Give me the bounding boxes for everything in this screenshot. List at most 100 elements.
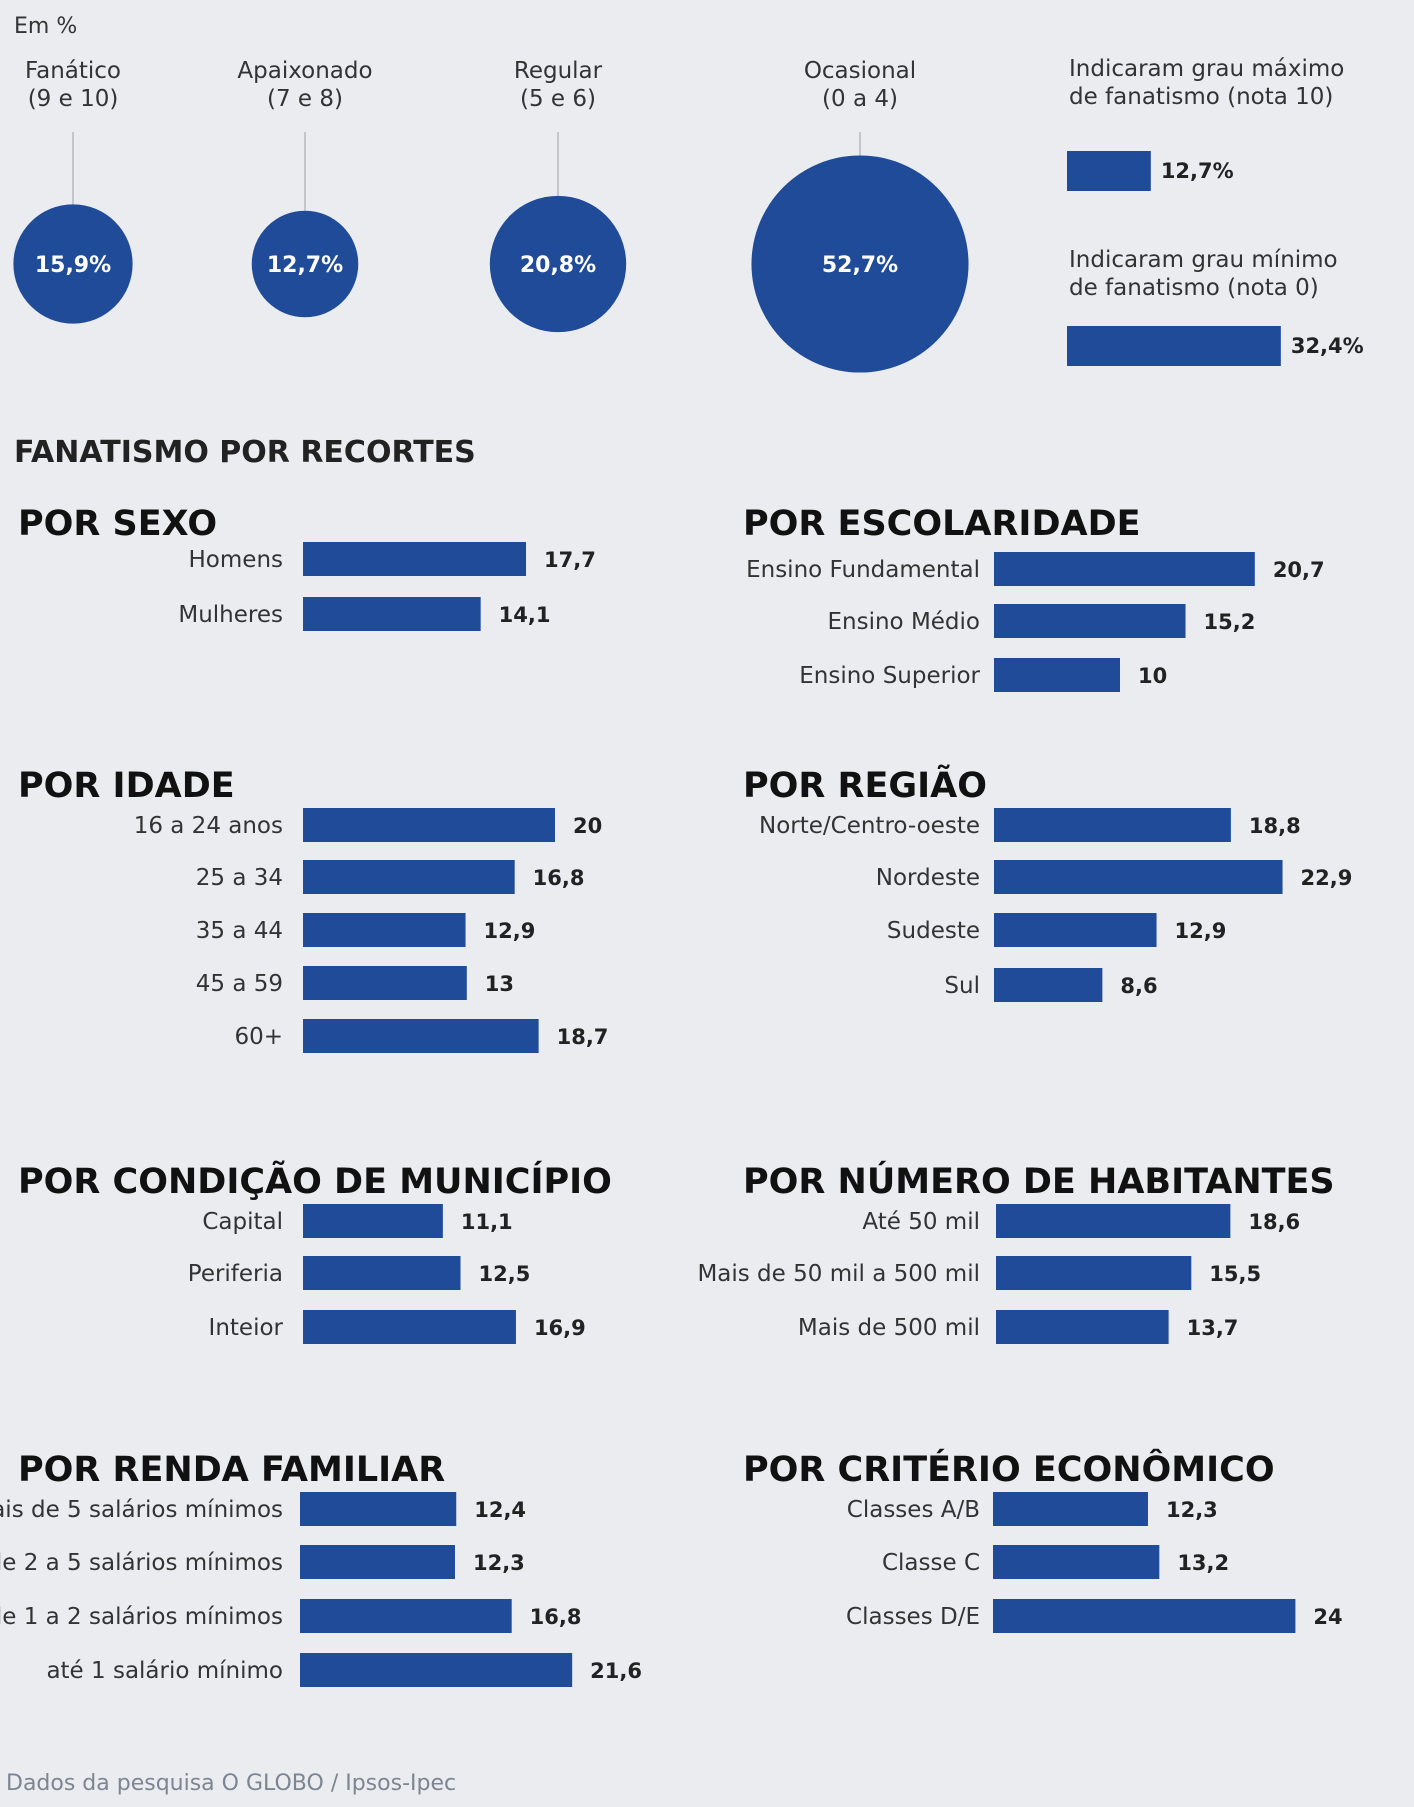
segment-chart: POR CRITÉRIO ECONÔMICO Classes A/B 12,3 Cla… — [743, 1448, 1343, 1633]
segment-value-label: 12,9 — [1175, 919, 1227, 943]
segment-category-label: Periferia — [188, 1261, 283, 1287]
bubble-value-label: 15,9% — [35, 253, 111, 278]
segment-value-label: 12,4 — [474, 1498, 526, 1522]
segment-chart: POR REGIÃO Norte/Centro-oeste 18,8 Nordeste… — [743, 764, 1352, 1002]
segment-value-label: 12,5 — [479, 1262, 531, 1286]
segment-chart-title: POR ESCOLARIDADE — [743, 504, 1141, 544]
bubble — [751, 155, 969, 373]
segment-bar — [303, 1019, 539, 1053]
segment-category-label: Sul — [944, 973, 980, 999]
segment-category-label: de 1 a 2 salários mínimos — [0, 1604, 283, 1630]
segment-value-label: 20 — [573, 814, 602, 838]
segment-chart: POR NÚMERO DE HABITANTES Até 50 mil 18,6 Ma… — [697, 1160, 1335, 1344]
segment-chart-title: POR SEXO — [18, 504, 217, 544]
segment-chart: POR IDADE 16 a 24 anos 20 25 a 34 16,8 35 a 4… — [18, 766, 608, 1053]
segment-value-label: 18,7 — [557, 1025, 609, 1049]
segment-category-label: 45 a 59 — [196, 971, 283, 997]
segment-category-label: de 2 a 5 salários mínimos — [0, 1550, 283, 1576]
segment-category-label: Homens — [189, 547, 283, 573]
segment-bar — [300, 1599, 512, 1633]
segment-bar — [303, 1204, 443, 1238]
bubble — [489, 195, 627, 333]
segment-category-label: Mais de 500 mil — [798, 1315, 980, 1341]
segment-category-label: 25 a 34 — [196, 865, 283, 891]
segment-value-label: 15,2 — [1204, 610, 1256, 634]
segment-chart-title: POR CRITÉRIO ECONÔMICO — [743, 1448, 1275, 1490]
segment-chart-title: POR NÚMERO DE HABITANTES — [743, 1160, 1335, 1202]
segment-value-label: 20,7 — [1273, 558, 1325, 582]
segment-bar — [994, 658, 1120, 692]
bubble-group: Apaixonado(7 e 8) 12,7% — [237, 58, 373, 318]
bubble — [13, 204, 133, 324]
segment-bar — [300, 1492, 457, 1526]
segment-value-label: 16,9 — [534, 1316, 586, 1340]
bubble-category-range: (9 e 10) — [28, 86, 119, 112]
segment-value-label: 16,8 — [530, 1605, 582, 1629]
segment-value-label: 12,3 — [1166, 1498, 1218, 1522]
segment-bar — [300, 1653, 573, 1687]
segment-value-label: 13,2 — [1177, 1551, 1229, 1575]
segment-category-label: Classes D/E — [846, 1604, 980, 1630]
segment-value-label: 13,7 — [1187, 1316, 1239, 1340]
segment-bar — [303, 597, 481, 631]
bubble-category-name: Ocasional — [804, 58, 916, 84]
segment-value-label: 24 — [1313, 1605, 1342, 1629]
segment-value-label: 21,6 — [590, 1659, 642, 1683]
score-extreme-bar — [1067, 326, 1281, 366]
segment-category-label: até 1 salário mínimo — [46, 1658, 283, 1684]
segment-category-label: Mulheres — [178, 602, 283, 628]
segment-chart: POR RENDA FAMILIAR mais de 5 salários mín… — [0, 1450, 642, 1687]
segment-category-label: Ensino Médio — [828, 609, 981, 635]
bubble-chart: Fanático(9 e 10) 15,9% Apaixonado(7 e 8) 12… — [13, 58, 969, 373]
segment-category-label: 35 a 44 — [196, 918, 283, 944]
segment-value-label: 14,1 — [499, 603, 551, 627]
score-extreme-value-label: 32,4% — [1291, 334, 1364, 358]
segment-bar — [303, 966, 467, 1000]
segment-category-label: Mais de 50 mil a 500 mil — [697, 1261, 980, 1287]
segment-category-label: Nordeste — [876, 865, 980, 891]
segment-category-label: Classe C — [882, 1550, 980, 1576]
segment-bar — [996, 1256, 1192, 1290]
segment-bar — [994, 968, 1103, 1002]
score-extreme-value-label: 12,7% — [1161, 159, 1234, 183]
segment-chart-title: POR CONDIÇÃO DE MUNICÍPIO — [18, 1160, 612, 1202]
segment-chart: POR CONDIÇÃO DE MUNICÍPIO Capital 11,1 Peri… — [18, 1160, 612, 1344]
segment-category-label: Norte/Centro-oeste — [759, 813, 980, 839]
segment-bar — [303, 1310, 516, 1344]
segment-value-label: 18,8 — [1249, 814, 1301, 838]
segment-chart-title: POR REGIÃO — [743, 764, 987, 806]
segment-value-label: 16,8 — [533, 866, 585, 890]
bubble-group: Regular(5 e 6) 20,8% — [489, 58, 627, 333]
bubble-group: Ocasional(0 a 4) 52,7% — [751, 58, 969, 373]
segment-bar — [994, 913, 1157, 947]
segment-value-label: 12,3 — [473, 1551, 525, 1575]
bubble-value-label: 12,7% — [267, 253, 343, 278]
segment-bar — [300, 1545, 455, 1579]
segment-value-label: 10 — [1138, 664, 1167, 688]
source-note: Dados da pesquisa O GLOBO / Ipsos-Ipec — [6, 1771, 456, 1796]
segment-bar — [994, 604, 1186, 638]
bubble-category-range: (5 e 6) — [520, 86, 596, 112]
segment-bar — [303, 860, 515, 894]
bubble-value-label: 52,7% — [822, 253, 898, 278]
segment-category-label: Ensino Fundamental — [746, 557, 980, 583]
segment-bar — [303, 808, 555, 842]
segment-value-label: 22,9 — [1301, 866, 1353, 890]
segment-chart: POR SEXO Homens 17,7 Mulheres 14,1 — [18, 504, 596, 631]
segment-value-label: 13 — [485, 972, 514, 996]
bubble-value-label: 20,8% — [520, 253, 596, 278]
segment-chart: POR ESCOLARIDADE Ensino Fundamental 20,7 En… — [743, 504, 1325, 692]
segment-bar — [993, 1545, 1160, 1579]
segment-category-label: 60+ — [234, 1024, 283, 1050]
segment-value-label: 17,7 — [544, 548, 596, 572]
segment-category-label: Inteior — [209, 1315, 284, 1341]
bubble-category-name: Apaixonado — [237, 58, 372, 84]
segment-bar — [993, 1599, 1296, 1633]
segment-chart-title: POR IDADE — [18, 766, 235, 806]
score-extreme-text-line1: Indicaram grau mínimo — [1069, 247, 1338, 273]
segment-bar — [994, 808, 1231, 842]
